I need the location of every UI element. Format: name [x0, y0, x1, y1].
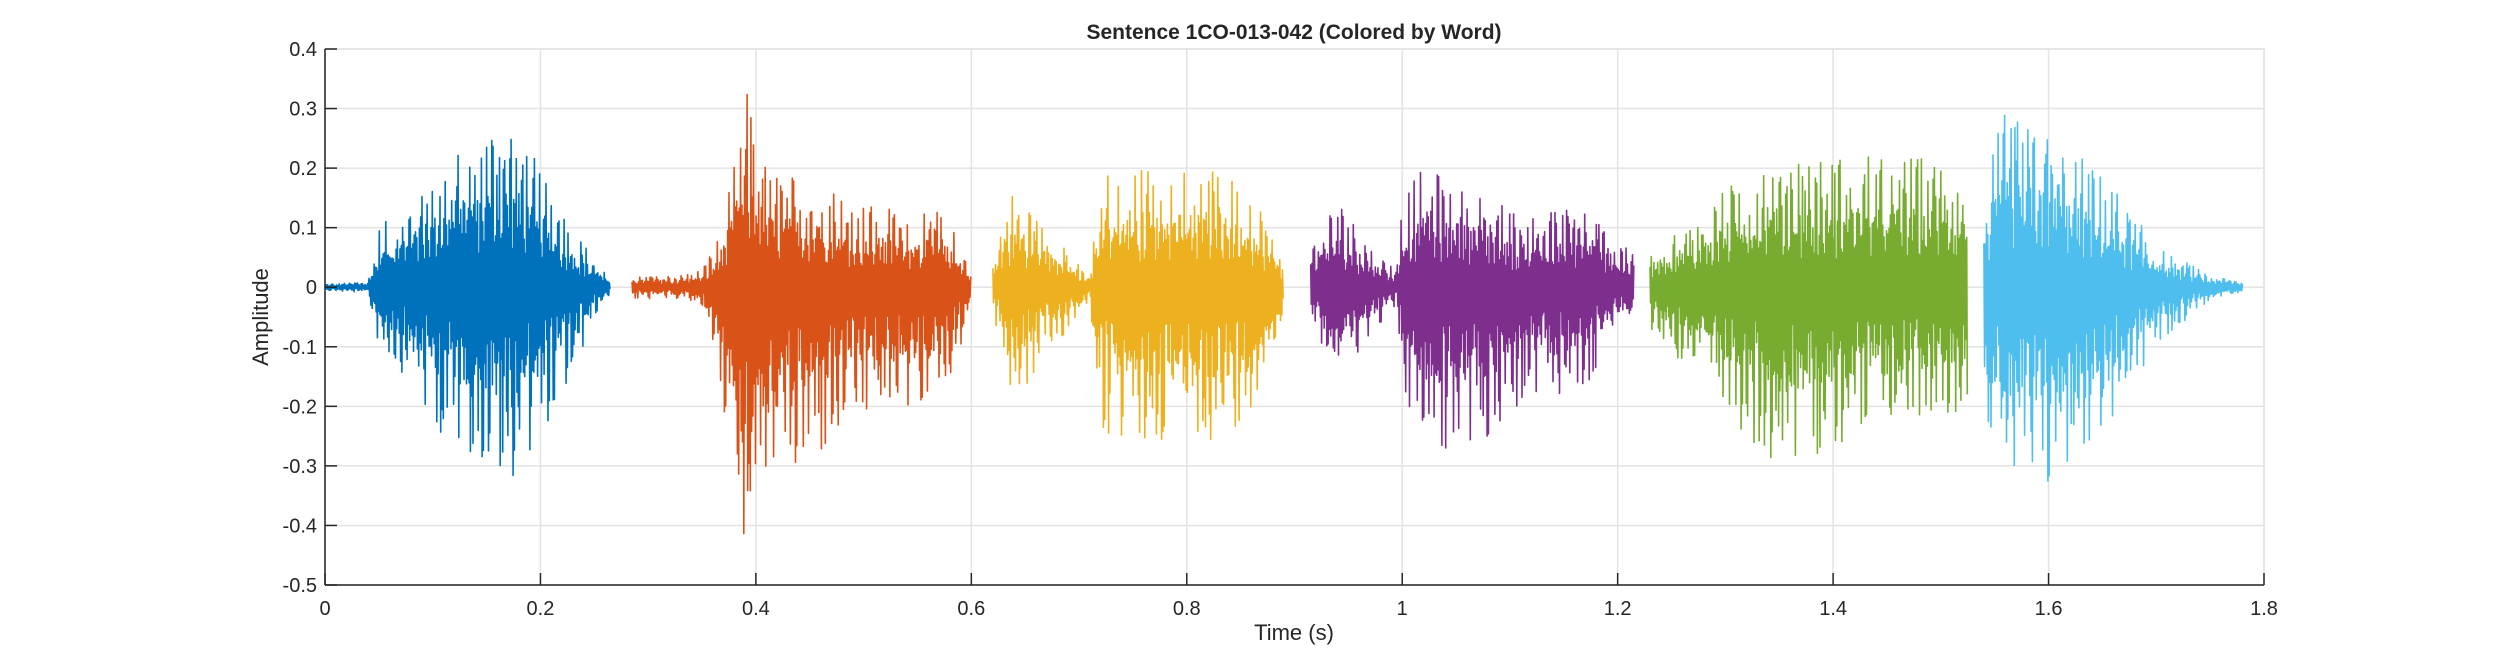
axes: 0 0.2 0.4 0.6 0.8 1 1.2 1.4 1.6 1.80.40.30.20.10-… — [283, 39, 2278, 620]
y-tick-label: 0 — [306, 277, 317, 299]
x-tick-label: 0.4 — [742, 598, 770, 620]
grid — [324, 48, 2265, 586]
x-tick-label: 0.2 — [527, 598, 555, 620]
y-tick-label: 0.2 — [289, 158, 317, 180]
x-tick-label: 0.6 — [957, 598, 985, 620]
y-tick-label: 0.3 — [289, 99, 317, 121]
y-tick-label: -0.5 — [283, 575, 317, 597]
x-tick-label: 1.2 — [1604, 598, 1632, 620]
y-tick-label: -0.1 — [283, 337, 317, 359]
x-tick-label: 1 — [1397, 598, 1408, 620]
y-tick-label: 0.4 — [289, 39, 317, 61]
waveform-segment-1 — [324, 138, 611, 477]
waveform-segment-4 — [1309, 171, 1635, 449]
waveform-segment-3 — [992, 169, 1284, 441]
x-tick-label: 1.4 — [1819, 598, 1847, 620]
waveform-segment-5 — [1649, 156, 1969, 459]
x-tick-label: 0 — [319, 598, 330, 620]
y-tick-label: -0.3 — [283, 456, 317, 478]
chart-title: Sentence 1CO-013-042 (Colored by Word) — [1086, 21, 1501, 44]
waveform-segment-2 — [631, 93, 972, 535]
y-tick-label: 0.1 — [289, 218, 317, 240]
x-tick-label: 1.8 — [2250, 598, 2278, 620]
y-axis-label: Amplitude — [248, 268, 273, 366]
series-group — [324, 93, 2244, 535]
waveform-segment-6 — [1983, 114, 2244, 482]
y-tick-label: -0.2 — [283, 396, 317, 418]
plot-area — [324, 48, 2265, 586]
x-axis-label: Time (s) — [1254, 620, 1334, 645]
x-tick-label: 1.6 — [2035, 598, 2063, 620]
y-tick-label: -0.4 — [283, 515, 317, 537]
x-tick-label: 0.8 — [1173, 598, 1201, 620]
